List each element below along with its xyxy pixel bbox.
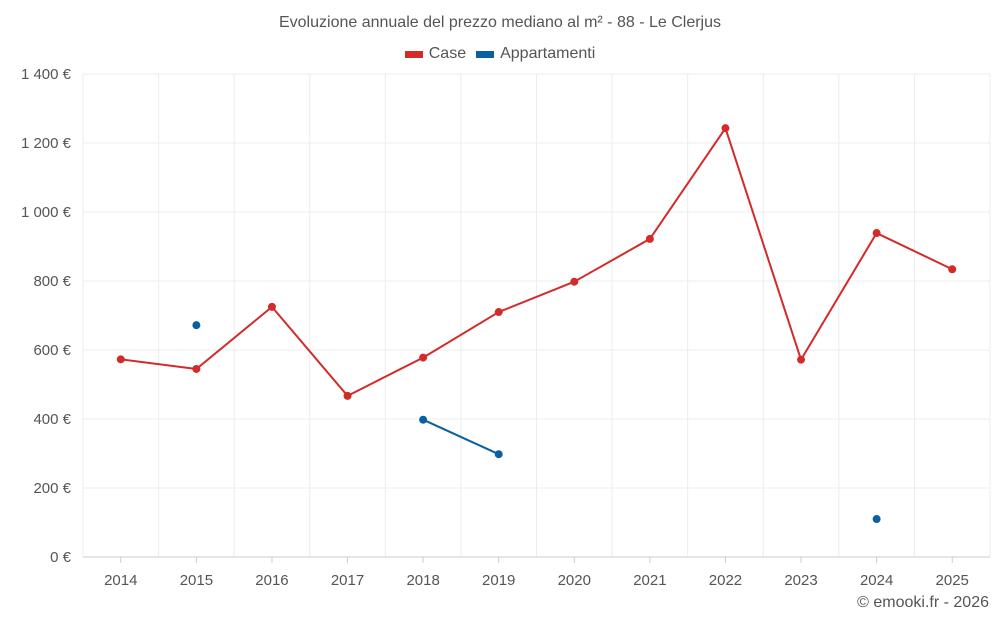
data-point-case-2020 xyxy=(570,277,579,286)
y-tick-label: 1 200 € xyxy=(21,135,72,152)
data-point-case-2021 xyxy=(645,234,654,243)
series-line-appartamenti xyxy=(422,418,500,456)
y-tick-label: 400 € xyxy=(33,411,71,428)
x-tick-label: 2018 xyxy=(406,572,439,589)
legend-label-case: Case xyxy=(428,45,467,62)
y-tick-label: 0 € xyxy=(50,549,72,566)
x-tick-label: 2014 xyxy=(104,572,137,589)
legend-label-appartamenti: Appartamenti xyxy=(500,45,596,62)
legend-item-appartamenti[interactable]: Appartamenti xyxy=(476,45,595,63)
x-tick-label: 2019 xyxy=(482,572,515,589)
y-tick-label: 800 € xyxy=(33,273,71,290)
data-point-case-2016 xyxy=(267,302,276,311)
y-tick-label: 200 € xyxy=(33,480,71,497)
chart-title: Evoluzione annuale del prezzo mediano al… xyxy=(278,14,721,31)
data-point-case-2018 xyxy=(419,353,428,362)
data-point-case-2022 xyxy=(721,124,730,133)
chart-legend: Case Appartamenti xyxy=(0,45,1000,63)
data-point-case-2014 xyxy=(116,355,125,364)
data-point-case-2025 xyxy=(948,265,957,274)
legend-swatch-appartamenti xyxy=(476,50,495,58)
data-point-case-2023 xyxy=(797,355,806,364)
x-tick-label: 2016 xyxy=(255,572,288,589)
data-point-appartamenti-2018 xyxy=(419,415,428,424)
x-tick-label: 2020 xyxy=(558,572,591,589)
x-tick-label: 2017 xyxy=(331,572,364,589)
x-tick-label: 2021 xyxy=(633,572,666,589)
data-point-case-2017 xyxy=(343,391,352,400)
x-tick-label: 2022 xyxy=(709,572,742,589)
x-tick-label: 2023 xyxy=(784,572,817,589)
y-tick-label: 600 € xyxy=(33,342,71,359)
x-tick-label: 2015 xyxy=(180,572,213,589)
y-tick-label: 1 000 € xyxy=(21,204,72,221)
data-point-case-2015 xyxy=(192,364,201,373)
data-point-appartamenti-2015 xyxy=(192,321,201,330)
y-tick-label: 1 400 € xyxy=(21,66,72,83)
data-point-appartamenti-2019 xyxy=(494,450,503,459)
legend-item-case[interactable]: Case xyxy=(404,45,467,63)
series-line-case xyxy=(120,127,953,397)
x-tick-label: 2024 xyxy=(860,572,893,589)
data-point-case-2019 xyxy=(494,308,503,317)
data-point-appartamenti-2024 xyxy=(872,515,881,524)
data-point-case-2024 xyxy=(872,229,881,238)
legend-swatch-case xyxy=(404,50,423,58)
credit-text: © emooki.fr - 2026 xyxy=(857,594,989,611)
x-tick-label: 2025 xyxy=(936,572,969,589)
